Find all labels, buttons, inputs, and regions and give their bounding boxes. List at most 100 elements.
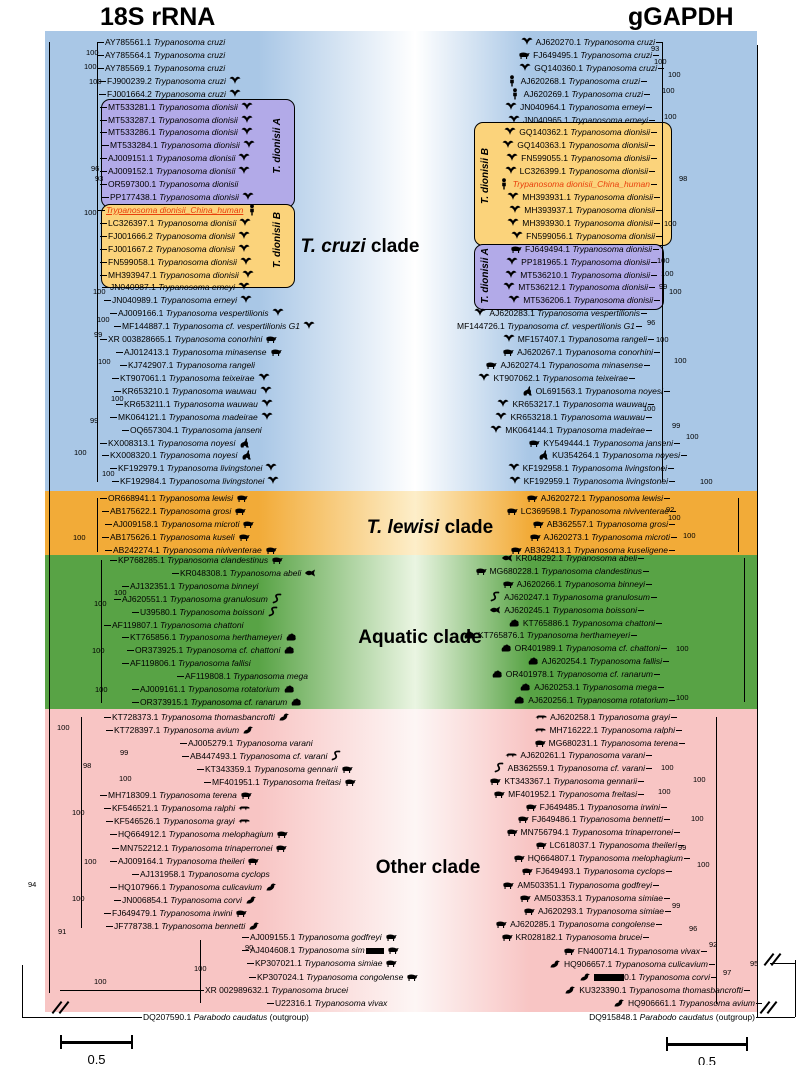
taxon-row: AJ009161.1 Trypanosoma rotatorium [140, 683, 295, 695]
support-value: 100 [700, 477, 713, 486]
branch-line [114, 391, 121, 392]
taxon-label: HQ107966.1 Trypanosoma culicavium [118, 882, 262, 892]
branch-line [795, 960, 796, 1017]
taxon-label: KF192979.1 Trypanosoma livingstonei [118, 463, 263, 473]
support-value: 100 [93, 287, 106, 296]
taxon-label: MF144726.1 Trypanosoma cf. vespertilioni… [457, 321, 635, 331]
taxon-row: KU354264.1 Trypanosoma noyesi [537, 449, 680, 461]
branch-line [646, 584, 652, 585]
taxon-label: KR653217.1 Trypanosoma wauwau [512, 399, 647, 409]
taxon-label: AB362413.1 Trypanosoma kuseligene [524, 545, 669, 555]
taxon-row: AJ009166.1 Trypanosoma vespertilionis [118, 307, 284, 319]
taxon-row: KF192984.1 Trypanosoma livingstonei [120, 475, 279, 487]
branch-line [646, 417, 652, 418]
support-value: 100 [683, 531, 696, 540]
clade-label-italic: T. lewisi [366, 517, 440, 538]
taxon-row: OR373925.1 Trypanosoma cf. chattoni [135, 644, 295, 656]
branch-line [656, 210, 662, 211]
frog-icon [527, 655, 539, 667]
left-tree-title: 18S rRNA [100, 3, 216, 31]
taxon-label: AJ620266.1 Trypanosoma binneyi [516, 579, 645, 589]
taxon-row: KU323390.1 Trypanosoma thomasbancrofti [564, 984, 743, 996]
branch-line [651, 262, 657, 263]
taxon-row: FJ649494.1 Trypanosoma dionisii [510, 243, 652, 255]
bat-icon [303, 320, 315, 332]
taxon-row: MF157407.1 Trypanosoma rangeli [503, 333, 647, 345]
taxon-label: AJ620270.1 Trypanosoma cruzi [535, 37, 655, 47]
taxon-label: AY785561.1 Trypanosoma cruzi [105, 37, 226, 47]
rodent-icon [238, 531, 250, 543]
taxon-label: HQ906661.1 Trypanosoma avium [628, 998, 755, 1008]
support-value: 100 [74, 448, 87, 457]
taxon-label: FN599055.1 Trypanosoma dionisii [521, 153, 650, 163]
branch-line [132, 612, 139, 613]
branch-line [106, 821, 113, 822]
taxon-row: AB362557.1 Trypanosoma grosi [532, 518, 668, 530]
branch-line [681, 455, 687, 456]
taxon-row: AJ620268.1 Trypanosoma cruzi [506, 75, 640, 87]
branch-line [756, 1017, 762, 1018]
taxon-row: AJ009164.1 Trypanosoma theileri [118, 855, 260, 867]
branch-line [114, 326, 121, 327]
rodent-icon [529, 531, 541, 543]
taxon-label: KF192958.1 Trypanosoma livingstonei [522, 463, 667, 473]
branch-line [135, 1017, 142, 1018]
clade-label-other: Other clade [376, 857, 481, 879]
deer-icon [275, 842, 288, 854]
taxon-row: AY785564.1 Trypanosoma cruzi [105, 49, 225, 61]
branch-line [110, 887, 117, 888]
taxon-label: AJ009155.1 Trypanosoma godfreyi [250, 932, 382, 942]
taxon-label: U22316.1 Trypanosoma vivax [275, 998, 388, 1008]
bat-icon [241, 114, 253, 126]
taxon-row: OL691563.1 Trypanosoma noyesi [521, 385, 663, 397]
branch-line [22, 1017, 140, 1018]
snake-icon [489, 591, 501, 603]
branch-line [132, 702, 139, 703]
taxon-label: KT343367.1 Trypanosoma gennarii [504, 776, 637, 786]
taxon-row: MT536212.1 Trypanosoma dionisii [503, 281, 648, 293]
taxon-label: AJ620247.1 Trypanosoma granulosum [504, 592, 650, 602]
redaction-bar [594, 974, 625, 982]
taxon-label: HQ906657.1 Trypanosoma culicavium [564, 959, 708, 969]
taxon-label: FJ900239.2 Trypanosoma cruzi [107, 76, 226, 86]
support-value: 100 [98, 357, 111, 366]
taxon-row: LC326397.1 Trypanosoma dionisii [108, 217, 251, 229]
clade-label-rest: clade [365, 236, 420, 257]
taxon-label: OR401978.1 Trypanosoma cf. ranarum [505, 669, 653, 679]
taxon-label: JN040965.1 Trypanosoma erneyi [522, 115, 648, 125]
branch-line [100, 171, 107, 172]
opossum-icon [493, 788, 505, 800]
taxon-row: KF192959.1 Trypanosoma livingstonei [509, 475, 668, 487]
taxon-label: JF778738.1 Trypanosoma bennetti [114, 921, 246, 931]
branch-line [649, 171, 655, 172]
taxon-row: AF119806.1 Trypanosoma fallisi [130, 657, 251, 669]
frog-icon [463, 629, 475, 641]
taxon-label: AJ620268.1 Trypanosoma cruzi [520, 76, 640, 86]
branch-line [99, 94, 106, 95]
taxon-label: AF119807.1 Trypanosoma chattoni [112, 620, 244, 630]
opossum-icon [489, 775, 502, 787]
branch-line [661, 648, 667, 649]
bat-icon [495, 411, 507, 423]
branch-line [669, 524, 675, 525]
support-value: 99 [672, 421, 681, 430]
taxon-label: MH393937.1 Trypanosoma dionisii [524, 205, 655, 215]
branch-line [651, 597, 657, 598]
branch-line [97, 68, 104, 69]
rodent-icon [502, 346, 514, 358]
taxon-row: HQ107966.1 Trypanosoma culicavium [118, 881, 277, 893]
bird-icon [242, 724, 254, 736]
branch-line [104, 625, 111, 626]
support-value: 100 [73, 533, 86, 542]
taxon-label: AJ620551.1 Trypanosoma granulosum [122, 594, 268, 604]
branch-line [100, 184, 107, 185]
taxon-row: XR 002989632.1 Trypanosoma brucei [205, 984, 348, 996]
taxon-row: HQ906661.1 Trypanosoma avium [613, 997, 755, 1009]
support-value: 100 [658, 787, 671, 796]
pig-icon [495, 918, 507, 930]
branch-line [656, 42, 662, 43]
bird-icon [549, 958, 561, 970]
taxon-row: MT533286.1 Trypanosoma dionisii [108, 126, 253, 138]
human-icon [509, 88, 521, 100]
taxon-row: FN599058.1 Trypanosoma dionisii [108, 256, 252, 268]
